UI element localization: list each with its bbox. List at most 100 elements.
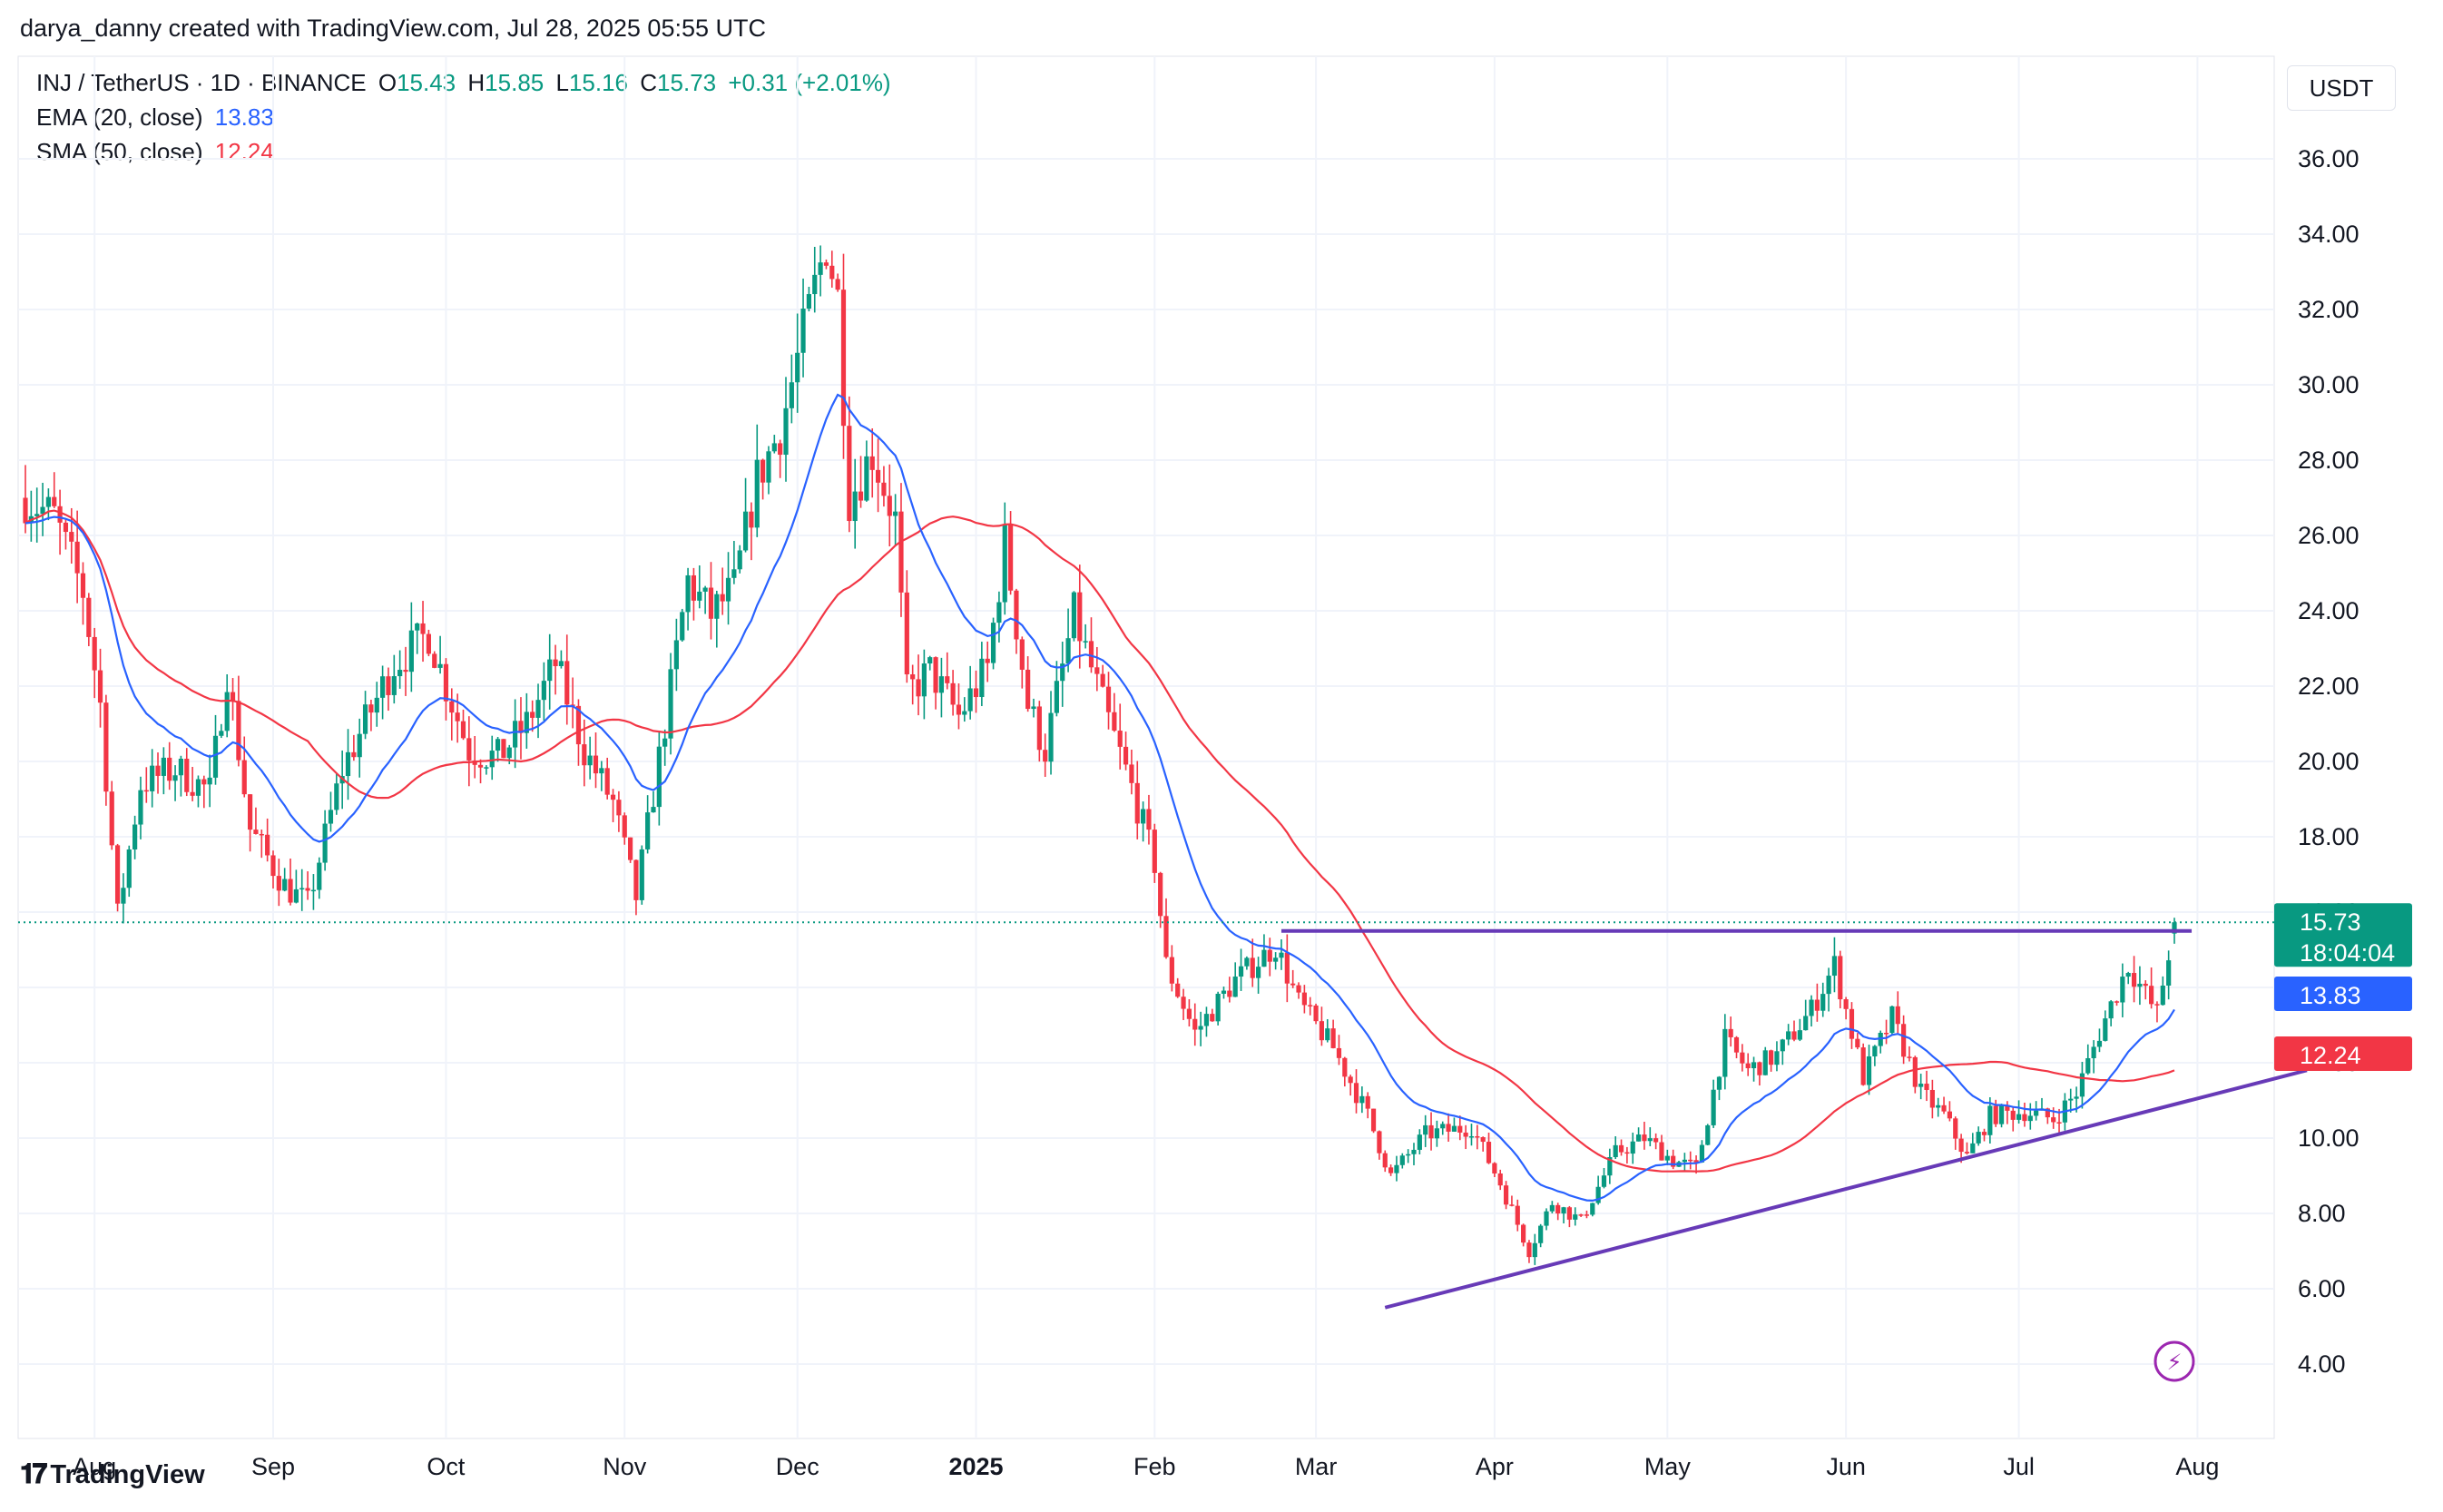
candle-body xyxy=(1780,1039,1785,1052)
candle-body xyxy=(1406,1154,1411,1156)
candle-body xyxy=(1907,1056,1912,1058)
candle-body xyxy=(380,676,386,698)
candle-body xyxy=(1325,1028,1330,1041)
candle-body xyxy=(288,879,293,903)
candle-body xyxy=(386,676,391,695)
candle-body xyxy=(1232,977,1238,997)
candle-body xyxy=(466,738,472,761)
change-value: +0.31 (+2.01%) xyxy=(728,69,891,96)
ema-legend[interactable]: EMA (20, close) 13.83 xyxy=(36,103,280,132)
sma-price-badge-text: 12.24 xyxy=(2300,1042,2361,1069)
candle-body xyxy=(1918,1084,1924,1087)
candle-body xyxy=(656,746,662,808)
candle-body xyxy=(818,262,823,275)
candle-body xyxy=(1774,1051,1780,1065)
y-tick-label: 28.00 xyxy=(2298,447,2360,474)
candle-body xyxy=(2005,1105,2010,1111)
candle-body xyxy=(63,522,69,533)
candle-body xyxy=(57,506,63,523)
candle-body xyxy=(904,592,909,675)
candle-body xyxy=(293,889,299,903)
ema-price-badge: 13.83 xyxy=(2274,977,2412,1012)
candle-body xyxy=(1071,592,1077,639)
candle-body xyxy=(1716,1076,1722,1090)
candle-body xyxy=(1607,1156,1613,1176)
candle-body xyxy=(1970,1143,1976,1154)
candle-body xyxy=(2022,1114,2027,1122)
candle-body xyxy=(1423,1124,1428,1135)
candle-body xyxy=(1192,1018,1198,1030)
candle-body xyxy=(1831,956,1838,977)
candle-body xyxy=(143,790,149,792)
currency-selector[interactable]: USDT xyxy=(2287,65,2396,111)
candle-body xyxy=(1255,967,1261,978)
candle-body xyxy=(1613,1144,1618,1157)
candle-body xyxy=(1210,1014,1215,1022)
candle-body xyxy=(334,783,339,810)
support-trendline xyxy=(1384,1068,2308,1310)
candle-body xyxy=(317,862,322,890)
candle-body xyxy=(1964,1152,1970,1154)
candle-body xyxy=(535,700,541,718)
candle-body xyxy=(1998,1105,2005,1124)
candle-body xyxy=(1769,1050,1774,1065)
candle-body xyxy=(1146,809,1152,830)
candle-body xyxy=(45,496,51,507)
chart-attribution: darya_danny created with TradingView.com… xyxy=(20,15,766,42)
candle-body xyxy=(1382,1153,1388,1168)
candle-body xyxy=(593,755,599,774)
candle-body xyxy=(1319,1021,1325,1041)
tradingview-logo-icon: 𝟏𝟕 xyxy=(20,1459,47,1489)
candle-body xyxy=(1941,1105,1947,1112)
sma-legend[interactable]: SMA (50, close) 12.24 xyxy=(36,138,280,166)
candle-body xyxy=(1105,686,1112,712)
candle-body xyxy=(1733,1036,1740,1053)
candle-body xyxy=(322,823,328,863)
candle-body xyxy=(230,692,236,702)
candle-body xyxy=(702,587,708,592)
candle-body xyxy=(1693,1160,1699,1163)
candle-body xyxy=(126,849,132,889)
candle-body xyxy=(1814,999,1820,1011)
candle-body xyxy=(564,661,570,705)
candle-body xyxy=(645,812,651,849)
candle-body xyxy=(443,663,449,702)
candle-body xyxy=(1711,1089,1716,1125)
x-tick-label: Mar xyxy=(1295,1453,1338,1480)
candle-body xyxy=(1699,1144,1705,1163)
sma-label[interactable]: SMA (50, close) xyxy=(36,138,203,165)
candle-body xyxy=(1036,706,1042,751)
candle-body xyxy=(1186,1008,1192,1019)
candle-body xyxy=(812,274,818,295)
candle-body xyxy=(1664,1155,1670,1161)
symbol-name[interactable]: INJ / TetherUS · 1D · BINANCE xyxy=(36,69,367,96)
candle-body xyxy=(1417,1134,1422,1150)
candle-body xyxy=(212,735,219,778)
candle-body xyxy=(2068,1098,2074,1101)
candle-body xyxy=(1855,1038,1860,1048)
candle-body xyxy=(1451,1125,1457,1132)
y-tick-label: 8.00 xyxy=(2298,1200,2346,1227)
candle-body xyxy=(749,511,754,528)
candle-body xyxy=(1601,1175,1607,1187)
candle-body xyxy=(1526,1242,1532,1258)
low-value: L15.16 xyxy=(555,69,629,96)
candle-body xyxy=(224,692,230,731)
symbol-legend[interactable]: INJ / TetherUS · 1D · BINANCE O15.43 H15… xyxy=(36,69,897,97)
candle-body xyxy=(627,837,633,860)
candle-body xyxy=(1158,872,1163,917)
candle-body xyxy=(397,670,403,677)
tradingview-footer[interactable]: 𝟏𝟕 TradingView xyxy=(20,1459,205,1490)
candle-body xyxy=(1290,983,1296,986)
candle-body xyxy=(2131,973,2137,987)
ema-label[interactable]: EMA (20, close) xyxy=(36,103,203,131)
candle-body xyxy=(1820,994,1826,1011)
candle-body xyxy=(1659,1142,1664,1161)
candle-body xyxy=(1031,706,1036,710)
sma-price-badge-bg xyxy=(2274,1036,2412,1072)
y-tick-label: 22.00 xyxy=(2298,673,2360,700)
candle-body xyxy=(109,791,114,846)
sma-line xyxy=(25,509,2175,1173)
candles-group xyxy=(23,245,2177,1265)
